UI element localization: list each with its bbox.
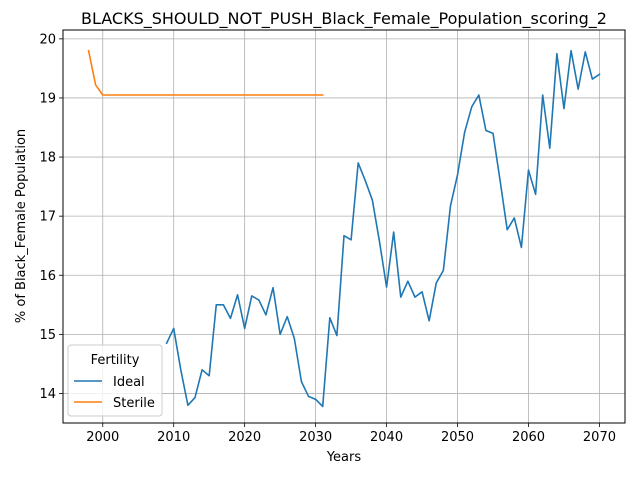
x-tick-label: 2060 (512, 430, 545, 445)
y-tick-label: 20 (39, 32, 56, 47)
x-tick-label: 2020 (228, 430, 261, 445)
x-tick-label: 2030 (299, 430, 332, 445)
x-tick-label: 2000 (86, 430, 119, 445)
y-tick-label: 15 (39, 328, 56, 343)
ticks: 2000 2010 2020 2030 2040 2050 2060 2070 14 15 16 17… (39, 32, 616, 445)
legend-label-sterile: Sterile (113, 396, 155, 411)
plot-frame (62, 29, 626, 424)
x-axis-label: Years (326, 450, 362, 465)
legend-title: Fertility (91, 353, 140, 368)
series-line-sterile (87, 49, 324, 96)
series-line-ideal (165, 49, 601, 408)
series-lines (87, 49, 601, 408)
x-tick-label: 2010 (157, 430, 190, 445)
x-tick-label: 2050 (441, 430, 474, 445)
y-tick-label: 17 (39, 210, 56, 225)
y-tick-label: 18 (39, 151, 56, 166)
legend: Fertility Ideal Sterile (67, 344, 163, 417)
grid (63, 30, 625, 423)
y-tick-label: 14 (39, 387, 56, 402)
y-tick-label: 16 (39, 269, 56, 284)
chart-title: BLACKS_SHOULD_NOT_PUSH_Black_Female_Popu… (81, 9, 607, 29)
x-tick-label: 2070 (583, 430, 616, 445)
y-tick-label: 19 (39, 91, 56, 106)
legend-box (67, 344, 163, 417)
y-axis-label: % of Black_Female Population (14, 129, 29, 323)
legend-label-ideal: Ideal (113, 375, 145, 390)
x-tick-label: 2040 (370, 430, 403, 445)
